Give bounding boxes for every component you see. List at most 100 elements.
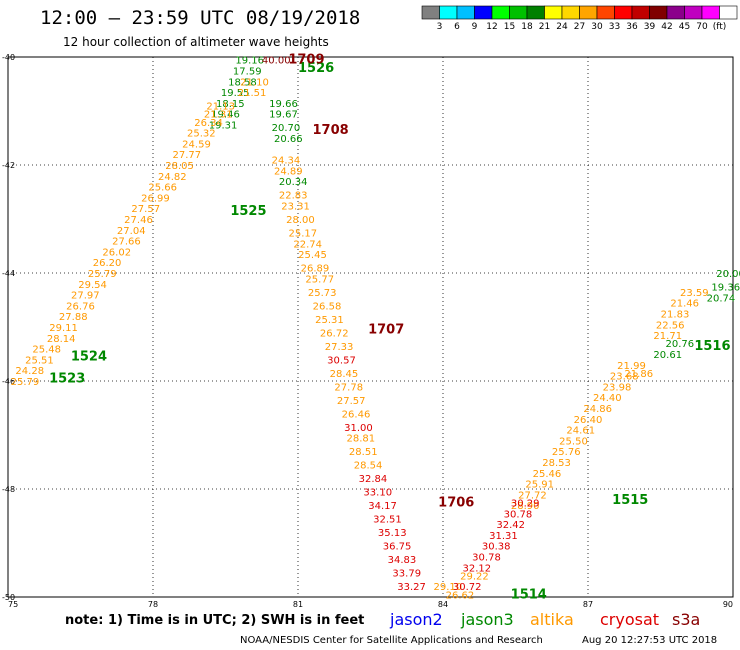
colorbar-label: 9	[472, 22, 478, 32]
data-point: 29.10	[434, 582, 463, 593]
colorbar-swatch	[491, 5, 510, 20]
colorbar-label: 12	[486, 22, 497, 32]
data-point: 24.61	[566, 426, 595, 437]
data-point: 27.33	[325, 342, 354, 353]
data-point: 30.78	[504, 509, 533, 520]
data-point: 26.34	[194, 118, 223, 129]
data-point: 27.66	[112, 237, 141, 248]
data-point: 28.00	[286, 215, 315, 226]
pass-label: 1523	[49, 371, 85, 386]
data-point: 25.91	[525, 480, 554, 491]
data-point: 28.54	[354, 461, 383, 472]
data-point: 19.55	[221, 88, 250, 99]
data-point: 28.45	[330, 369, 359, 380]
data-point: 27.57	[337, 396, 366, 407]
data-point: 20.61	[653, 350, 682, 361]
data-point: 25.48	[32, 345, 61, 356]
data-point: 32.12	[463, 563, 492, 574]
colorbar-swatch	[631, 5, 650, 20]
colorbar-label: 39	[644, 22, 656, 32]
pass-labels: 1523 1524 1525 1526 1514 1515 1516 1709 1708 1707…	[49, 53, 730, 603]
data-point: 19.67	[269, 110, 298, 121]
data-point: 25.76	[552, 447, 581, 458]
pass-label: 1516	[694, 339, 730, 354]
y-axis-ticks: -40 -42 -44 -46 -48 -50	[2, 53, 15, 602]
data-point: 26.40	[574, 415, 603, 426]
data-point: 19.66	[269, 99, 298, 110]
data-point: 25.66	[148, 183, 177, 194]
data-point: 21.10	[240, 77, 269, 88]
chart-subtitle: 12 hour collection of altimeter wave hei…	[63, 35, 329, 49]
chart-title: 12:00 – 23:59 UTC 08/19/2018	[40, 7, 360, 29]
data-point: 32.42	[496, 520, 525, 531]
data-point: 33.79	[392, 569, 421, 580]
colorbar-swatch	[544, 5, 563, 20]
data-point: 19.16	[235, 56, 264, 67]
colorbar-label: (ft)	[713, 22, 727, 32]
colorbar-label: 70	[696, 22, 708, 32]
footer-timestamp: Aug 20 12:27:53 UTC 2018	[582, 635, 717, 646]
data-point: 21.46	[670, 299, 699, 310]
data-point: 28.05	[165, 161, 194, 172]
data-point: 27.72	[518, 490, 547, 501]
data-point: 23.31	[281, 202, 310, 213]
data-point: 24.28	[15, 366, 44, 377]
satellite-legend-altika: altika	[530, 610, 574, 629]
data-point: 20.66	[274, 134, 303, 145]
data-point: 40.00	[262, 56, 291, 67]
data-point: 22.83	[279, 191, 308, 202]
data-point: 26.20	[93, 258, 122, 269]
pass-label: 1515	[612, 493, 648, 508]
data-point: 26.99	[141, 193, 170, 204]
satellite-legend-jason2: jason2	[389, 610, 443, 629]
x-tick-label: 90	[723, 600, 733, 609]
data-point: 20.70	[272, 123, 301, 134]
data-point: 19.31	[209, 121, 238, 132]
data-point: 20.34	[279, 177, 308, 188]
data-point: 27.57	[131, 204, 160, 215]
pass-label: 1525	[230, 204, 266, 219]
satellite-legend-jason3: jason3	[460, 610, 514, 629]
data-point: 35.13	[378, 528, 407, 539]
data-point: 26.62	[446, 590, 475, 601]
data-point: 26.72	[320, 328, 349, 339]
colorbar-swatch	[579, 5, 598, 20]
colorbar-label: 18	[521, 22, 533, 32]
y-tick-label: -46	[2, 377, 15, 386]
pass-label: 1708	[313, 123, 349, 138]
x-tick-label: 84	[438, 600, 448, 609]
data-point: 19.46	[211, 110, 240, 121]
data-point: 29.11	[49, 323, 78, 334]
colorbar-label: 36	[626, 22, 638, 32]
data-point: 23.68	[610, 372, 639, 383]
data-point: 34.83	[388, 555, 417, 566]
data-point: 21.51	[238, 88, 267, 99]
satellite-legend-cryosat: cryosat	[600, 610, 659, 629]
data-point: 27.78	[334, 382, 363, 393]
colorbar-label: 15	[504, 22, 515, 32]
data-point: 32.84	[359, 474, 388, 485]
data-point: 25.50	[559, 436, 588, 447]
plot-frame	[7, 56, 734, 598]
data-point: 31.31	[489, 531, 518, 542]
data-point: 25.17	[289, 229, 318, 240]
colorbar-swatch	[456, 5, 475, 20]
data-point: 34.17	[368, 501, 397, 512]
data-point: 26.76	[66, 301, 95, 312]
colorbar-label: 27	[574, 22, 585, 32]
colorbar-label: 21	[539, 22, 550, 32]
footer-credit: NOAA/NESDIS Center for Satellite Applica…	[240, 635, 543, 646]
colorbar-swatch	[526, 5, 545, 20]
data-point: 24.86	[583, 404, 612, 415]
data-point: 33.27	[397, 582, 426, 593]
data-point: 28.81	[347, 434, 376, 445]
data-point: 21.83	[661, 310, 690, 321]
data-point: 30.72	[453, 582, 482, 593]
data-point: 25.73	[308, 288, 337, 299]
colorbar-swatch	[596, 5, 615, 20]
data-point: 23.98	[603, 382, 632, 393]
y-tick-label: -44	[2, 269, 15, 278]
data-point: 21.86	[624, 369, 653, 380]
data-point: 27.04	[117, 226, 146, 237]
data-point: 24.89	[274, 166, 303, 177]
